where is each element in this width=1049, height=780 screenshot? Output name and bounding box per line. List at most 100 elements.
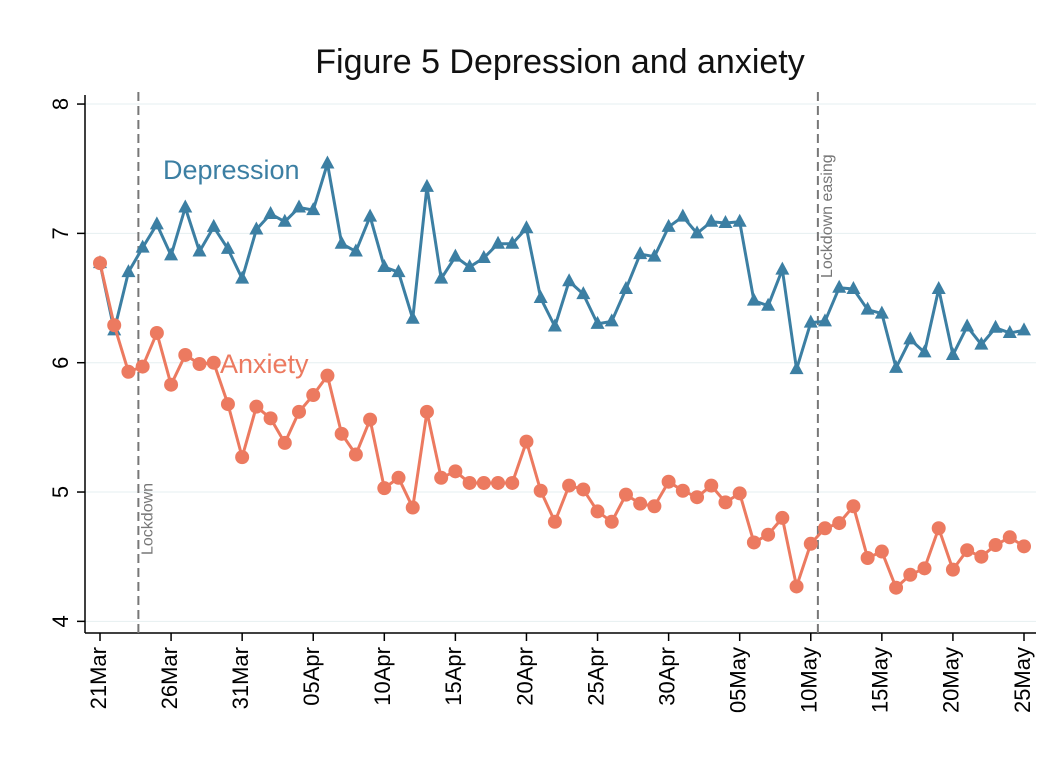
marker <box>363 208 378 222</box>
series-label: Anxiety <box>220 349 309 379</box>
marker <box>448 464 463 479</box>
marker <box>292 199 307 213</box>
marker <box>1017 539 1031 554</box>
marker <box>633 496 648 511</box>
marker <box>562 478 577 493</box>
marker <box>149 325 164 340</box>
marker <box>476 475 491 490</box>
annotation-label: Lockdown <box>140 483 157 555</box>
marker <box>547 514 562 529</box>
marker <box>775 510 790 525</box>
marker <box>320 155 335 169</box>
y-tick-label: 4 <box>48 615 73 627</box>
marker <box>547 318 562 332</box>
marker <box>789 579 804 594</box>
marker <box>974 336 989 350</box>
marker <box>121 364 136 379</box>
marker <box>803 536 818 551</box>
marker <box>945 562 960 577</box>
marker <box>533 483 548 498</box>
marker <box>263 205 278 219</box>
marker <box>960 318 975 332</box>
marker <box>405 310 420 324</box>
marker <box>206 218 221 232</box>
marker <box>178 199 193 213</box>
marker <box>647 248 662 262</box>
marker <box>220 240 235 254</box>
marker <box>732 213 747 227</box>
marker <box>718 215 733 229</box>
marker <box>419 404 434 419</box>
marker <box>846 280 861 294</box>
marker <box>832 279 847 293</box>
marker <box>164 377 179 392</box>
marker <box>690 490 705 505</box>
marker <box>505 235 520 249</box>
marker <box>135 359 150 374</box>
marker <box>917 561 932 576</box>
marker <box>377 481 392 496</box>
marker <box>704 213 719 227</box>
marker <box>803 314 818 328</box>
marker <box>206 355 221 370</box>
marker <box>604 313 619 327</box>
marker <box>618 280 633 294</box>
marker <box>107 318 122 333</box>
marker <box>761 527 776 542</box>
marker <box>249 399 264 414</box>
marker <box>405 500 420 515</box>
marker <box>832 516 847 531</box>
x-tick-label: 26Mar <box>157 647 182 709</box>
y-tick-label: 8 <box>48 98 73 110</box>
marker <box>903 331 918 345</box>
marker <box>917 344 932 358</box>
marker <box>391 470 406 485</box>
series-label: Depression <box>163 155 300 185</box>
marker <box>1017 322 1031 336</box>
marker <box>562 273 577 287</box>
marker <box>675 208 690 222</box>
annotation-label: Lockdown easing <box>819 154 836 278</box>
marker <box>334 235 349 249</box>
marker <box>931 280 946 294</box>
marker <box>419 178 434 192</box>
marker <box>519 434 534 449</box>
y-tick-label: 7 <box>48 227 73 239</box>
marker <box>988 319 1003 333</box>
marker <box>121 264 136 278</box>
marker <box>462 475 477 490</box>
marker <box>817 313 832 327</box>
marker <box>931 521 946 536</box>
marker <box>192 243 207 257</box>
marker <box>292 404 307 419</box>
marker <box>590 504 605 519</box>
marker <box>491 475 506 490</box>
marker <box>704 478 719 493</box>
y-tick-label: 6 <box>48 357 73 369</box>
marker <box>675 483 690 498</box>
marker <box>178 347 193 362</box>
marker <box>746 535 761 550</box>
x-tick-label: 05Apr <box>299 647 324 706</box>
marker <box>491 235 506 249</box>
marker <box>817 521 832 536</box>
marker <box>135 239 150 253</box>
marker <box>93 256 107 271</box>
x-tick-label: 30Apr <box>654 647 679 706</box>
marker <box>874 305 889 319</box>
marker <box>1002 530 1017 545</box>
x-tick-label: 10May <box>797 647 822 713</box>
marker <box>220 397 235 412</box>
marker <box>789 361 804 375</box>
marker <box>661 218 676 232</box>
marker <box>974 549 989 564</box>
x-tick-label: 15May <box>868 647 893 713</box>
marker <box>732 486 747 501</box>
marker <box>604 514 619 529</box>
marker <box>1002 324 1017 338</box>
x-tick-label: 05May <box>726 647 751 713</box>
marker <box>505 475 520 490</box>
marker <box>988 538 1003 553</box>
marker <box>377 259 392 273</box>
